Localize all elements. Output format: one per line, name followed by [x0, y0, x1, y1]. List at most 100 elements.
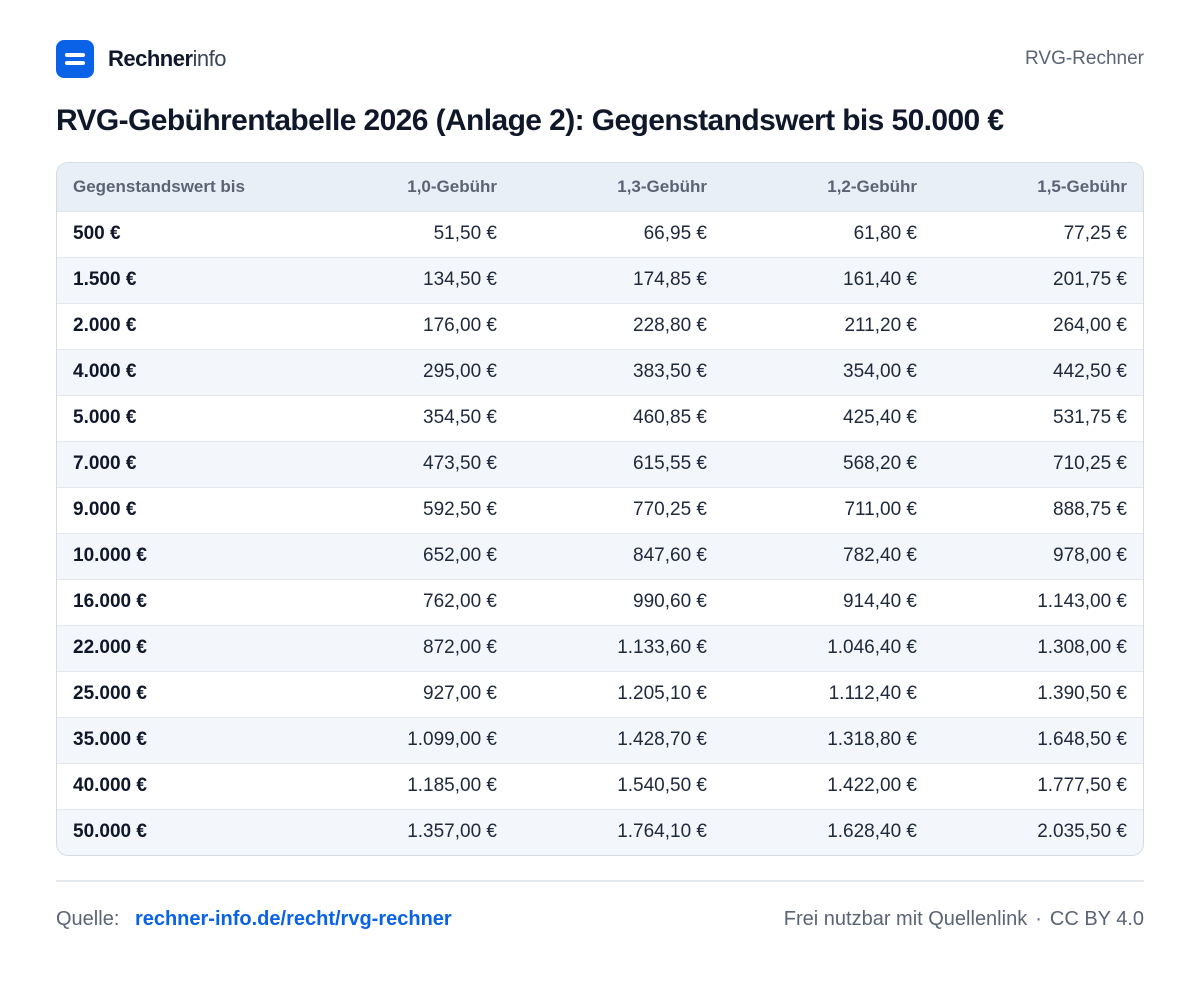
- fee-cell: 531,75 €: [1053, 407, 1127, 428]
- fee-cell: 354,00 €: [843, 361, 917, 382]
- value-cell: 9.000 €: [73, 499, 137, 520]
- fee-cell: 927,00 €: [423, 683, 497, 704]
- fee-cell: 615,55 €: [633, 453, 707, 474]
- fee-cell: 295,00 €: [423, 361, 497, 382]
- value-cell: 40.000 €: [73, 775, 147, 796]
- fee-cell: 1.099,00 €: [407, 729, 497, 750]
- value-cell: 7.000 €: [73, 453, 137, 474]
- logo-bar-bottom: [65, 61, 85, 65]
- fee-cell: 872,00 €: [423, 637, 497, 658]
- fee-cell: 1.648,50 €: [1037, 729, 1127, 750]
- fee-cell: 888,75 €: [1053, 499, 1127, 520]
- fee-cell: 2.035,50 €: [1037, 821, 1127, 843]
- license: Frei nutzbar mit Quellenlink · CC BY 4.0: [784, 908, 1144, 931]
- source-link[interactable]: rechner-info.de/recht/rvg-rechner: [134, 907, 452, 930]
- column-header: 1,0-Gebühr: [407, 176, 497, 196]
- table-row: 35.000 € 1.099,00 € 1.428,70 € 1.318,80 € 1.…: [57, 717, 1143, 763]
- fee-cell: 176,00 €: [423, 315, 497, 336]
- fee-cell: 1.318,80 €: [827, 729, 917, 750]
- logo-bar-top: [65, 53, 85, 57]
- table-row: 500 € 51,50 € 66,95 € 61,80 € 77,25 €: [57, 211, 1143, 257]
- column-header: 1,2-Gebühr: [827, 176, 917, 196]
- value-cell: 50.000 €: [73, 821, 147, 843]
- brand-name-strong: Rechner: [108, 46, 193, 71]
- fee-cell: 990,60 €: [633, 591, 707, 612]
- fee-cell: 1.422,00 €: [827, 775, 917, 796]
- fee-cell: 51,50 €: [433, 223, 497, 244]
- fee-cell: 762,00 €: [423, 591, 497, 612]
- calculator-logo-icon: [56, 40, 94, 78]
- brand-logo[interactable]: Rechnerinfo: [56, 40, 227, 78]
- fee-cell: 228,80 €: [633, 315, 707, 336]
- fee-cell: 592,50 €: [423, 499, 497, 520]
- source-label: Quelle:: [56, 907, 120, 930]
- table-header-row: Gegenstandswert bis 1,0-Gebühr 1,3-Gebühr 1…: [57, 163, 1143, 211]
- fee-cell: 1.628,40 €: [827, 821, 917, 843]
- value-cell: 35.000 €: [73, 729, 147, 750]
- fee-cell: 61,80 €: [853, 223, 917, 244]
- page-title: RVG-Gebührentabelle 2026 (Anlage 2): Geg…: [56, 104, 1004, 137]
- fee-cell: 354,50 €: [423, 407, 497, 428]
- fee-cell: 1.308,00 €: [1037, 637, 1127, 658]
- value-cell: 1.500 €: [73, 269, 137, 290]
- fee-cell: 1.390,50 €: [1037, 683, 1127, 704]
- table-row: 50.000 € 1.357,00 € 1.764,10 € 1.628,40 € 2.…: [57, 809, 1143, 855]
- fee-cell: 201,75 €: [1053, 269, 1127, 290]
- fee-cell: 847,60 €: [633, 545, 707, 566]
- column-header: Gegenstandswert bis: [73, 176, 245, 196]
- fee-cell: 1.777,50 €: [1037, 775, 1127, 796]
- fee-cell: 978,00 €: [1053, 545, 1127, 566]
- fee-cell: 1.133,60 €: [617, 637, 707, 658]
- column-header: 1,3-Gebühr: [617, 176, 707, 196]
- column-header: 1,5-Gebühr: [1037, 176, 1127, 196]
- rvg-rechner-link[interactable]: RVG-Rechner: [1025, 48, 1144, 69]
- table-row: 5.000 € 354,50 € 460,85 € 425,40 € 531,75 €: [57, 395, 1143, 441]
- table-row: 22.000 € 872,00 € 1.133,60 € 1.046,40 € 1.30…: [57, 625, 1143, 671]
- fee-table: Gegenstandswert bis 1,0-Gebühr 1,3-Gebühr 1…: [57, 163, 1143, 855]
- fee-cell: 711,00 €: [844, 499, 917, 520]
- fee-cell: 264,00 €: [1053, 315, 1127, 336]
- value-cell: 5.000 €: [73, 407, 137, 428]
- value-cell: 10.000 €: [73, 545, 147, 566]
- table-row: 10.000 € 652,00 € 847,60 € 782,40 € 978,00 €: [57, 533, 1143, 579]
- license-name: CC BY 4.0: [1049, 907, 1144, 930]
- value-cell: 25.000 €: [73, 683, 147, 704]
- value-cell: 22.000 €: [73, 637, 147, 658]
- fee-cell: 383,50 €: [633, 361, 707, 382]
- fee-cell: 134,50 €: [423, 269, 497, 290]
- value-cell: 500 €: [73, 223, 121, 244]
- table-row: 2.000 € 176,00 € 228,80 € 211,20 € 264,00 €: [57, 303, 1143, 349]
- header: Rechnerinfo RVG-Rechner: [56, 40, 1144, 78]
- table-body: 500 € 51,50 € 66,95 € 61,80 € 77,25 € 1.500 €…: [57, 211, 1143, 855]
- fee-cell: 1.143,00 €: [1037, 591, 1127, 612]
- license-text: Frei nutzbar mit Quellenlink: [783, 907, 1028, 930]
- table-row: 9.000 € 592,50 € 770,25 € 711,00 € 888,75 €: [57, 487, 1143, 533]
- footer: Quelle: rechner-info.de/recht/rvg-rechne…: [56, 904, 1144, 934]
- value-cell: 4.000 €: [73, 361, 137, 382]
- table-row: 7.000 € 473,50 € 615,55 € 568,20 € 710,25 €: [57, 441, 1143, 487]
- fee-cell: 161,40 €: [843, 269, 917, 290]
- fee-cell: 782,40 €: [843, 545, 917, 566]
- fee-cell: 1.185,00 €: [407, 775, 497, 796]
- fee-cell: 442,50 €: [1053, 361, 1127, 382]
- fee-cell: 770,25 €: [633, 499, 707, 520]
- fee-cell: 1.428,70 €: [617, 729, 707, 750]
- fee-cell: 914,40 €: [843, 591, 917, 612]
- table-row: 25.000 € 927,00 € 1.205,10 € 1.112,40 € 1.39…: [57, 671, 1143, 717]
- table-row: 4.000 € 295,00 € 383,50 € 354,00 € 442,50 €: [57, 349, 1143, 395]
- fee-cell: 568,20 €: [843, 453, 917, 474]
- fee-cell: 710,25 €: [1053, 453, 1127, 474]
- source: Quelle: rechner-info.de/recht/rvg-rechne…: [56, 908, 452, 931]
- footer-divider: [56, 880, 1144, 882]
- fee-cell: 1.357,00 €: [407, 821, 497, 843]
- fee-cell: 425,40 €: [843, 407, 917, 428]
- table-row: 1.500 € 134,50 € 174,85 € 161,40 € 201,75 €: [57, 257, 1143, 303]
- fee-cell: 66,95 €: [643, 223, 707, 244]
- fee-cell: 174,85 €: [633, 269, 707, 290]
- fee-cell: 460,85 €: [633, 407, 707, 428]
- brand-name: Rechnerinfo: [108, 46, 227, 72]
- value-cell: 16.000 €: [73, 591, 147, 612]
- fee-cell: 211,20 €: [844, 315, 917, 336]
- fee-cell: 473,50 €: [423, 453, 497, 474]
